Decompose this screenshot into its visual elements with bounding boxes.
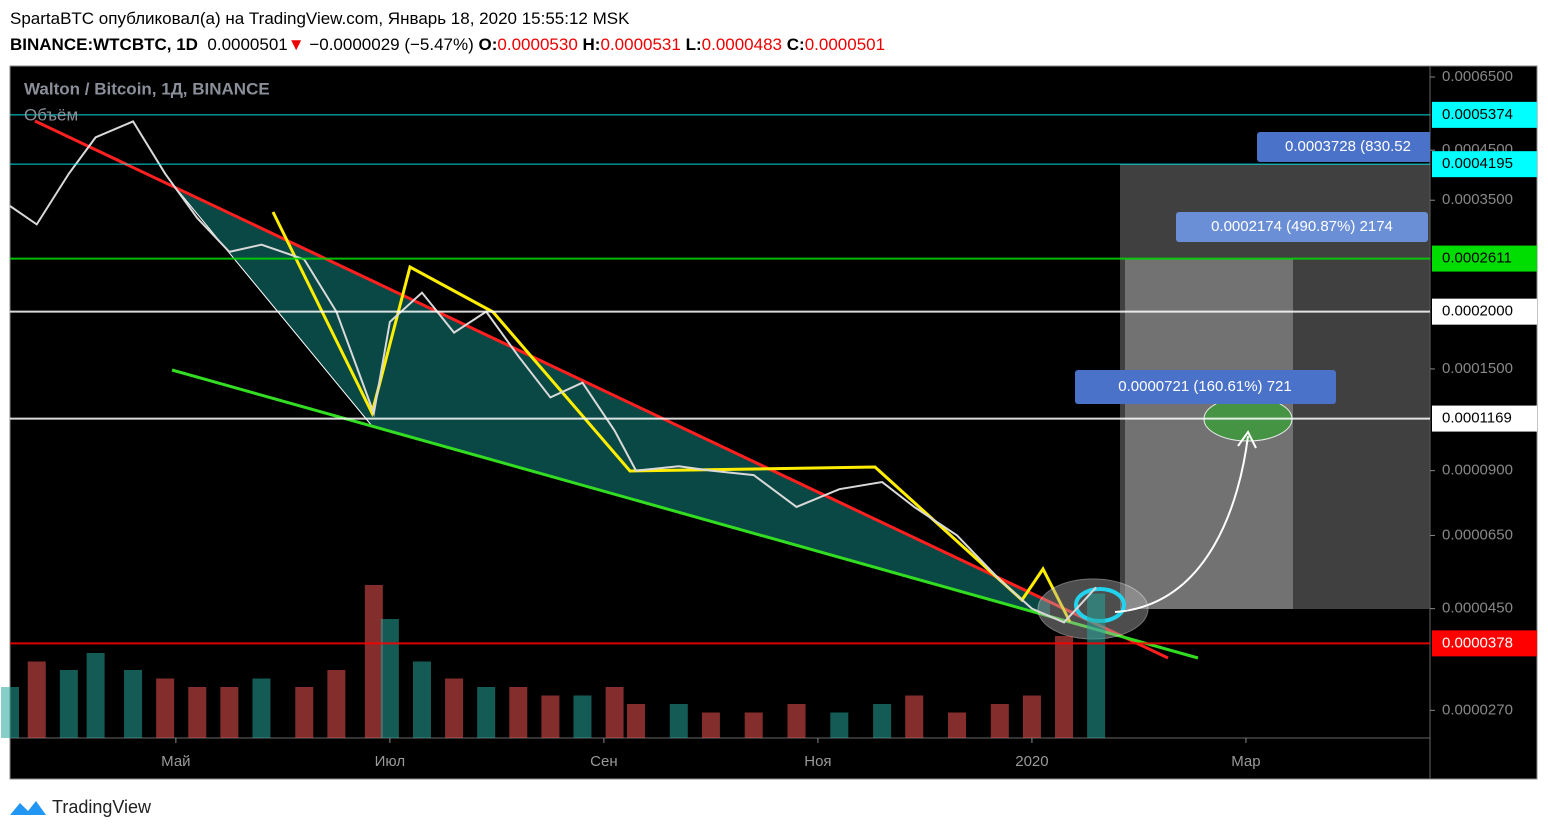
level-label-box (1432, 630, 1537, 657)
volume-bar (541, 695, 560, 738)
change: −0.0000029 (−5.47%) (309, 35, 474, 54)
x-tick-label: Июл (375, 753, 405, 770)
volume-bar (59, 670, 78, 738)
volume-bar (626, 704, 645, 738)
level-label-box (1432, 101, 1537, 128)
y-tick-label: 0.0000450 (1442, 600, 1513, 617)
c-label: C: (786, 35, 805, 54)
o: 0.0000530 (497, 35, 578, 54)
y-tick-label: 0.0000650 (1442, 526, 1513, 543)
x-tick-label: Ноя (804, 753, 831, 770)
price-line (9, 120, 1097, 624)
level-label: 0.0004195 (1442, 155, 1513, 172)
level-label-box (1432, 298, 1537, 325)
y-tick-label: 0.0000900 (1442, 462, 1513, 479)
annotation-box (1257, 132, 1430, 162)
level-label: 0.0000378 (1442, 634, 1513, 651)
quote-line: BINANCE:WTCBTC, 1D 0.0000501▼ −0.0000029… (10, 32, 885, 58)
resistance-line (34, 119, 1169, 660)
volume-bar (1022, 695, 1041, 738)
arrow: ▼ (287, 35, 305, 54)
volume-bar (1055, 636, 1074, 738)
x-tick-label: Май (161, 753, 190, 770)
volume-bar (364, 585, 383, 738)
volume-bar (124, 670, 143, 738)
y-tick-label: 0.0006500 (1442, 68, 1513, 85)
volume-bar (573, 695, 592, 738)
level-label: 0.0002611 (1442, 250, 1512, 267)
h: 0.0000531 (600, 35, 681, 54)
volume-bar (830, 712, 849, 738)
level-label-box (1432, 245, 1537, 272)
annotations: 0.0003728 (830.52 0.0002174 (490.87%) 21… (1075, 132, 1430, 404)
l-label: L: (685, 35, 702, 54)
volume-bar (669, 704, 688, 738)
volume-bar (477, 687, 496, 738)
annotation-clip: 0.0003728 (830.52 (1257, 132, 1430, 162)
trend-line (174, 186, 373, 427)
volume-bar (188, 687, 207, 738)
plot: 0.00065000.00045000.00035000.00015000.00… (1, 68, 1537, 770)
arrow-head (1237, 430, 1257, 449)
chart-title: Walton / Bitcoin, 1Д, BINANCE (24, 79, 270, 98)
volume-bar (990, 704, 1009, 738)
volume-bar (905, 695, 924, 738)
brand: TradingView (52, 797, 152, 817)
volume-bar (412, 661, 431, 738)
wedge-fill (175, 187, 1050, 616)
volume-bar (1, 687, 19, 738)
chart-subtitle: Объём (24, 105, 78, 124)
level-label-box (1432, 405, 1537, 432)
x-tick-label: Мар (1231, 753, 1260, 770)
annotation: 0.0002174 (490.87%) 2174 (1211, 218, 1393, 235)
level-label: 0.0002000 (1442, 303, 1513, 320)
y-tick-label: 0.0001500 (1442, 360, 1513, 377)
y-tick-label: 0.0000270 (1442, 701, 1513, 718)
header: SpartaBTC опубликовал(а) на TradingView.… (10, 6, 885, 58)
volume-bar (220, 687, 239, 738)
volume-bar (605, 687, 624, 738)
volume-bar (948, 712, 967, 738)
logo: TradingView (10, 797, 152, 817)
volume-bar (380, 619, 399, 738)
volume-bar (744, 712, 763, 738)
volume-bar (295, 687, 314, 738)
volume-bar (787, 704, 806, 738)
volume-bar (1087, 593, 1106, 738)
x-tick-label: Сен (590, 753, 617, 770)
level-label-box (1432, 151, 1537, 178)
level-label: 0.0001169 (1442, 410, 1512, 427)
volume-bar (873, 704, 892, 738)
o-label: O: (478, 35, 498, 54)
level-label: 0.0005374 (1442, 106, 1513, 123)
volume-bar (509, 687, 528, 738)
l: 0.0000483 (701, 35, 783, 54)
y-tick-label: 0.0003500 (1442, 191, 1513, 208)
x-tick-label: 2020 (1015, 753, 1048, 770)
zigzag (271, 211, 1072, 623)
annotation-box (1075, 370, 1336, 404)
arrow (1114, 435, 1249, 613)
volume-bar (252, 678, 271, 738)
volume-bar (86, 653, 105, 738)
volume-bar (701, 712, 720, 738)
last: 0.0000501 (207, 35, 288, 54)
logo-icon (10, 801, 46, 815)
h-label: H: (582, 35, 601, 54)
annotation: 0.0003728 (830.52 (1285, 138, 1411, 155)
volume-bar (445, 678, 464, 738)
annotation: 0.0000721 (160.61%) 721 (1118, 378, 1291, 395)
byline: SpartaBTC опубликовал(а) на TradingView.… (10, 9, 630, 28)
volume-bar (27, 661, 46, 738)
c: 0.0000501 (804, 35, 886, 54)
volume-bar (327, 670, 346, 738)
volume-bar (156, 678, 175, 738)
symbol: BINANCE:WTCBTC, 1D (10, 35, 198, 54)
annotation-box (1176, 212, 1428, 242)
